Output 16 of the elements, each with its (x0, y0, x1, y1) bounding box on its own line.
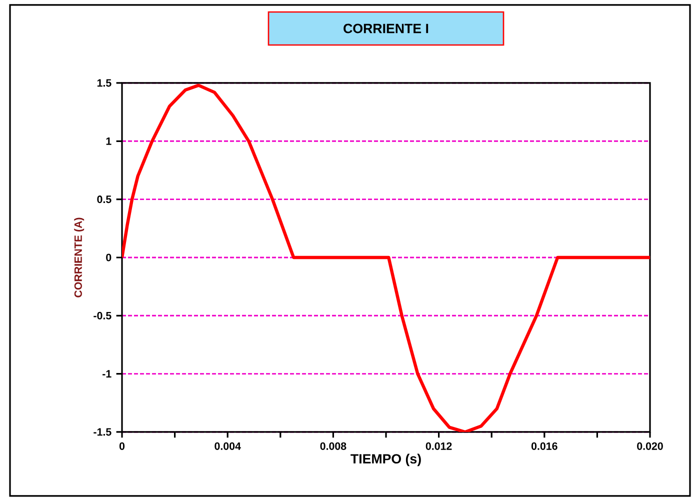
x-tick-label: 0.020 (637, 442, 663, 450)
x-tick-label: 0.016 (531, 442, 558, 450)
y-tick-label: 0 (106, 254, 112, 262)
x-tick-label: 0.004 (214, 442, 241, 450)
y-tick-label: 0.5 (97, 196, 112, 204)
y-tick-label: 1.5 (97, 79, 112, 87)
y-tick-label: -0.5 (94, 312, 112, 320)
x-axis-title: TIEMPO (s) (350, 454, 421, 466)
y-tick-label: -1 (102, 370, 112, 378)
x-tick-label: 0.008 (320, 442, 346, 450)
x-tick-label: 0.012 (426, 442, 452, 450)
y-tick-label: 1 (106, 137, 112, 145)
y-tick-label: -1.5 (94, 428, 112, 436)
x-tick-label: 0 (119, 442, 125, 450)
y-axis-title: CORRIENTE (A) (74, 218, 84, 298)
chart-title: CORRIENTE I (344, 24, 428, 34)
